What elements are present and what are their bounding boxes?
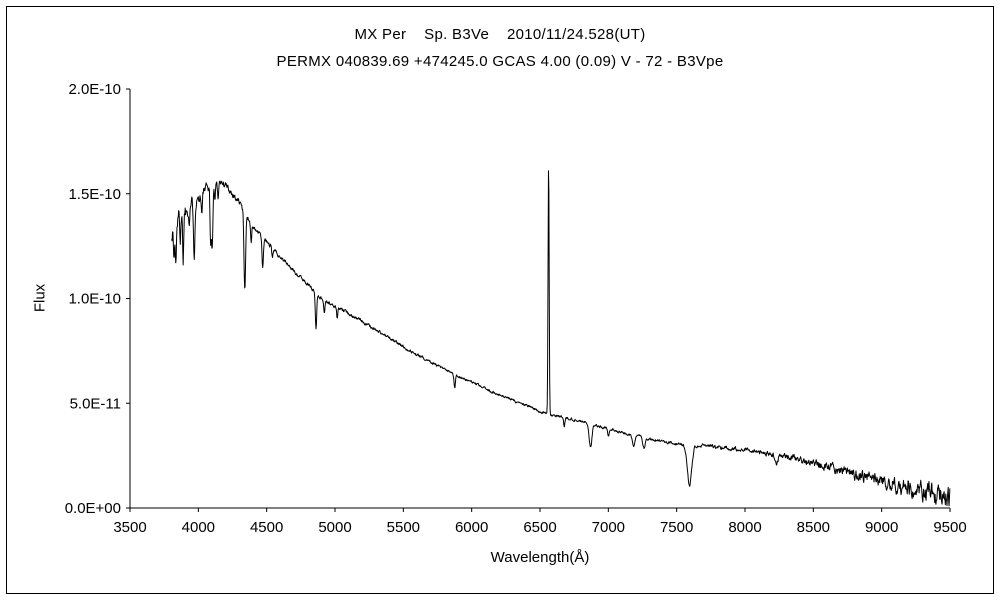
x-tick-label: 8000	[728, 519, 761, 536]
x-tick-label: 5500	[387, 519, 420, 536]
x-tick-label: 7000	[592, 519, 625, 536]
x-tick-label: 9000	[865, 519, 898, 536]
y-tick-label: 2.0E-10	[68, 81, 121, 98]
spectrum-line	[171, 170, 951, 507]
x-tick-label: 8500	[797, 519, 830, 536]
chart-title: MX Per Sp. B3Ve 2010/11/24.528(UT)	[354, 26, 646, 43]
x-axis-label: Wavelength(Å)	[490, 549, 590, 566]
x-tick-label: 6000	[455, 519, 488, 536]
y-tick-label: 1.0E-10	[68, 291, 121, 308]
y-tick-label: 5.0E-11	[70, 395, 121, 412]
x-tick-label: 7500	[660, 519, 693, 536]
y-tick-label: 1.5E-10	[68, 186, 121, 203]
chart-subtitle: PERMX 040839.69 +474245.0 GCAS 4.00 (0.0…	[276, 53, 724, 70]
x-tick-label: 5000	[318, 519, 351, 536]
x-tick-label: 6500	[523, 519, 556, 536]
x-tick-label: 4500	[250, 519, 283, 536]
x-tick-label: 9500	[933, 519, 966, 536]
x-tick-label: 3500	[113, 519, 146, 536]
y-tick-label: 0.0E+00	[65, 500, 121, 517]
x-tick-label: 4000	[182, 519, 215, 536]
